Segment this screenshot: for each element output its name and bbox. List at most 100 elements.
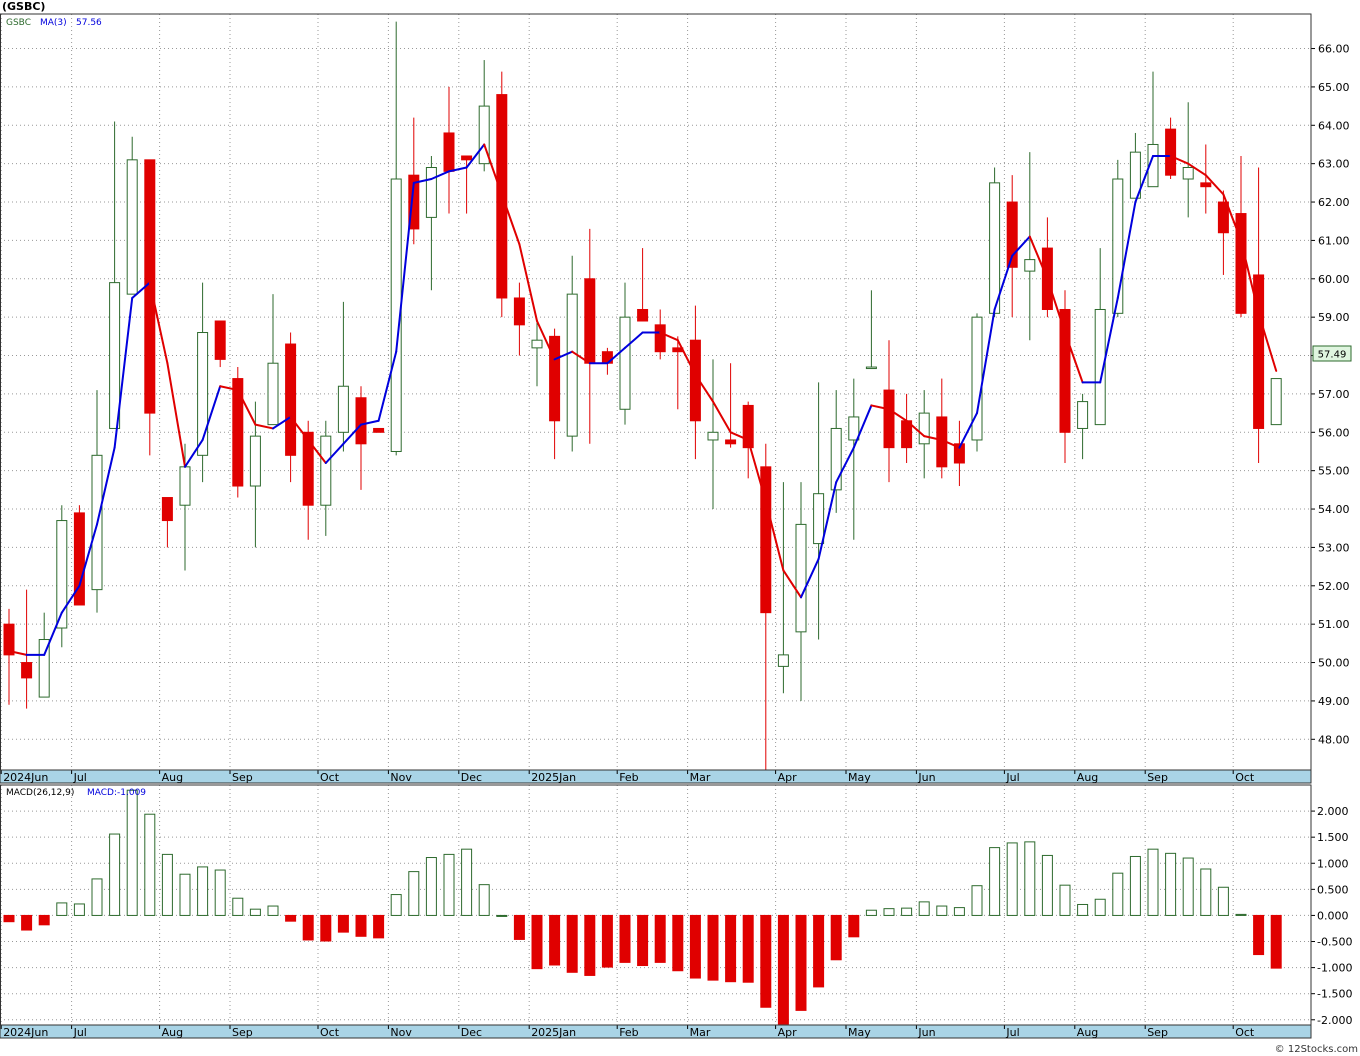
macd-month-label: Dec [461, 1026, 482, 1039]
price-legend-ma-label: MA(3) [40, 18, 67, 28]
candle-body [38, 639, 50, 698]
candle [73, 505, 85, 606]
ma-segment [1204, 174, 1225, 196]
candle [1077, 393, 1089, 460]
macd-bar [865, 909, 877, 916]
candle-body [848, 416, 860, 441]
price-y-tick-label: 61.00 [1318, 234, 1350, 247]
price-month-label: Jun [917, 771, 935, 784]
candle [355, 386, 367, 490]
ma-segment [747, 438, 767, 503]
ma-segment [1046, 277, 1066, 334]
candle-body [109, 282, 121, 429]
candle-body [1112, 178, 1124, 314]
price-month-label: Sep [232, 771, 253, 784]
ma-segment [1134, 154, 1154, 204]
candle-body [408, 174, 420, 230]
ma-segment [412, 178, 433, 184]
macd-bar [91, 878, 103, 916]
ma-segment [465, 143, 486, 169]
price-month-label: Sep [1147, 771, 1168, 784]
candle [1094, 248, 1106, 426]
candle-body [1129, 151, 1141, 199]
ma-segment [1011, 235, 1031, 257]
candle-body [777, 654, 789, 667]
price-y-tick-label: 55.00 [1318, 465, 1350, 478]
candle-body [461, 155, 473, 161]
ma-segment [219, 385, 239, 392]
candle-body [267, 362, 279, 426]
macd-bar [1006, 842, 1018, 916]
price-month-label: Jul [1005, 771, 1019, 784]
macd-bar [971, 885, 983, 916]
price-y-tick-label: 56.00 [1318, 426, 1350, 439]
chart-title: (GSBC) [2, 0, 46, 13]
candle-body [21, 662, 33, 679]
price-y-tick-label: 53.00 [1318, 541, 1350, 554]
candle [901, 393, 913, 463]
candle-body [760, 466, 772, 614]
candle [249, 401, 261, 548]
candle-body [689, 339, 701, 422]
macd-bar [953, 907, 965, 916]
candle [1006, 175, 1018, 318]
candle [478, 60, 490, 172]
price-y-tick-label: 63.00 [1318, 158, 1350, 171]
macd-bar [672, 914, 684, 972]
candle-body [179, 466, 191, 506]
macd-bar [813, 914, 825, 988]
candle [1200, 144, 1212, 214]
price-y-tick-label: 49.00 [1318, 695, 1350, 708]
candle [689, 305, 701, 460]
ma-segment [131, 281, 151, 299]
macd-bar [760, 914, 772, 1008]
ma-segment [184, 438, 204, 468]
ma-segment [571, 350, 591, 365]
ma-segment [659, 331, 679, 342]
macd-bar [3, 914, 15, 923]
ma-segment [694, 373, 714, 403]
candle [865, 290, 877, 370]
ma-segment [500, 193, 521, 246]
macd-month-label: Feb [619, 1026, 638, 1039]
ma-segment [272, 415, 292, 430]
ma-segment [553, 350, 574, 361]
macd-bar [513, 914, 525, 940]
price-y-tick-label: 62.00 [1318, 196, 1350, 209]
candle [953, 420, 965, 487]
macd-bar [1217, 886, 1229, 916]
candle [1059, 290, 1071, 463]
price-month-label: Dec [461, 771, 482, 784]
ma-segment [236, 389, 257, 426]
macd-bar [1094, 898, 1106, 916]
ma-segment [113, 296, 134, 449]
macd-bar [601, 914, 613, 968]
macd-bar [320, 914, 332, 942]
macd-bar [126, 789, 138, 916]
ma-segment [993, 254, 1014, 311]
candle [425, 155, 437, 291]
candle [936, 378, 948, 479]
candle-body [56, 520, 68, 629]
macd-month-label: 2024Jun [3, 1026, 48, 1039]
macd-bar [1059, 884, 1071, 916]
macd-bar [637, 914, 649, 967]
candle [109, 121, 121, 429]
ma-segment [712, 400, 732, 434]
candle-body [232, 378, 244, 487]
ma-segment [870, 404, 890, 411]
candle-body [566, 293, 578, 437]
candle [56, 505, 68, 648]
candle-body [249, 435, 261, 487]
candle-body [953, 443, 965, 464]
candle-body [707, 431, 719, 441]
ma-segment [518, 243, 538, 323]
candle [725, 363, 737, 448]
macd-month-label: Apr [778, 1026, 798, 1039]
candle [637, 248, 649, 322]
price-month-label: Mar [690, 771, 711, 784]
macd-bar [1147, 848, 1159, 916]
macd-month-label: Jul [73, 1026, 87, 1039]
ma-segment [835, 446, 855, 484]
